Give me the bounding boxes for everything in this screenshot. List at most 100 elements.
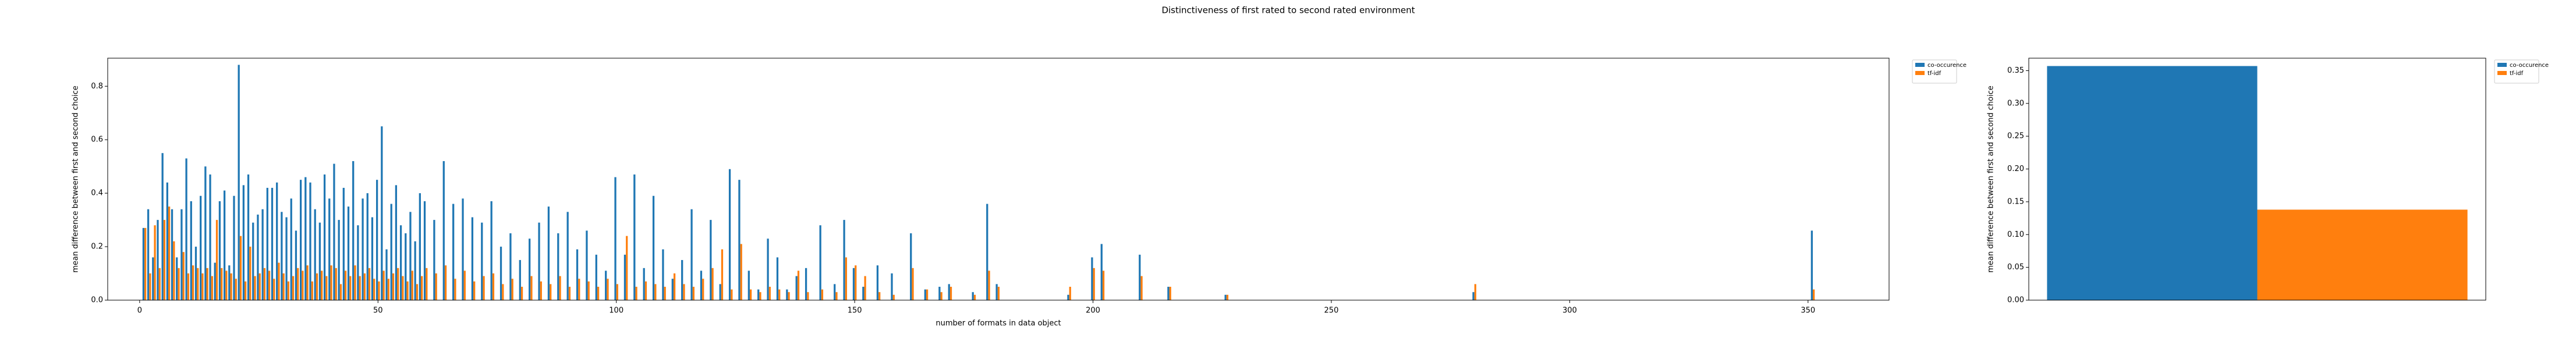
bar [1091, 257, 1093, 300]
bar [392, 273, 395, 300]
y-tick-label: 0.0 [91, 296, 103, 305]
legend-label: tf-idf [2510, 70, 2524, 77]
bar [586, 230, 588, 300]
bar [892, 294, 895, 300]
x-tick-label: 100 [609, 307, 623, 315]
bar [444, 265, 447, 300]
bar [282, 273, 285, 300]
bar [206, 268, 208, 300]
bar [795, 276, 798, 300]
bar [316, 273, 318, 300]
bar [144, 227, 147, 300]
bar [1812, 289, 1815, 300]
bar [335, 268, 337, 300]
bar [197, 268, 199, 300]
bar [891, 273, 893, 300]
bar [223, 190, 226, 300]
bar [238, 65, 240, 301]
bar [473, 281, 476, 300]
legend-label: co-occurence [1927, 62, 1966, 69]
bar [530, 276, 533, 300]
bar [502, 284, 504, 300]
bar [1139, 254, 1141, 300]
bar [363, 273, 366, 300]
bar [499, 247, 502, 300]
bar [738, 180, 740, 300]
bar [200, 195, 202, 300]
bar [819, 225, 821, 300]
bar [938, 287, 941, 300]
bar [382, 270, 385, 300]
bar [254, 276, 256, 300]
bar [211, 276, 213, 300]
bar [519, 260, 521, 300]
bar [368, 268, 371, 300]
bar [249, 247, 251, 300]
bar [147, 209, 150, 300]
bar [187, 273, 190, 300]
bar [2047, 66, 2258, 301]
bar [328, 198, 331, 300]
bar [349, 276, 352, 300]
bar [209, 174, 211, 300]
bar [435, 273, 437, 300]
bar [366, 193, 368, 300]
bar [426, 268, 428, 300]
bar [228, 265, 231, 300]
bar [385, 249, 388, 300]
bar [268, 270, 271, 300]
bar [306, 265, 309, 300]
x-tick-label: 350 [1801, 307, 1815, 315]
bar [235, 279, 237, 300]
bar [157, 220, 159, 300]
bar [302, 270, 304, 300]
bar [540, 281, 542, 300]
y-tick-label: 0.05 [2007, 263, 2024, 272]
bar [845, 257, 848, 300]
bar [635, 287, 637, 300]
bar [1069, 287, 1071, 300]
bar [778, 289, 781, 300]
bar [757, 289, 760, 300]
bar [550, 284, 552, 300]
bar [1226, 294, 1229, 300]
bar [311, 281, 313, 300]
bar [278, 262, 280, 300]
bar [433, 220, 435, 300]
bar [834, 284, 836, 300]
bar [1810, 230, 1813, 300]
bar [252, 222, 254, 300]
bar [281, 212, 283, 300]
bar [587, 281, 590, 300]
bar [161, 153, 164, 300]
bar [614, 177, 616, 300]
y-tick-label: 0.00 [2007, 296, 2024, 305]
bar [271, 187, 274, 300]
x-tick-label: 300 [1562, 307, 1577, 315]
bar [576, 249, 579, 300]
bar [566, 212, 569, 300]
y-tick-label: 0.30 [2007, 99, 2024, 108]
bar [1224, 294, 1227, 300]
bar [520, 287, 523, 300]
y-axis-label: mean difference between first and second… [72, 86, 80, 272]
bar [173, 241, 175, 300]
y-tick-label: 0.10 [2007, 230, 2024, 239]
bar [776, 257, 779, 300]
bar [218, 201, 221, 300]
bar [178, 268, 180, 300]
bar [395, 185, 398, 300]
bar [242, 185, 245, 300]
bar [354, 265, 356, 300]
bar [359, 276, 361, 300]
bar [309, 182, 311, 300]
bar [452, 204, 455, 300]
bar [662, 249, 664, 300]
bar [683, 284, 685, 300]
bar [940, 292, 942, 300]
bar [194, 247, 197, 300]
bar [711, 268, 714, 300]
bar [578, 279, 580, 300]
bar [416, 284, 419, 300]
